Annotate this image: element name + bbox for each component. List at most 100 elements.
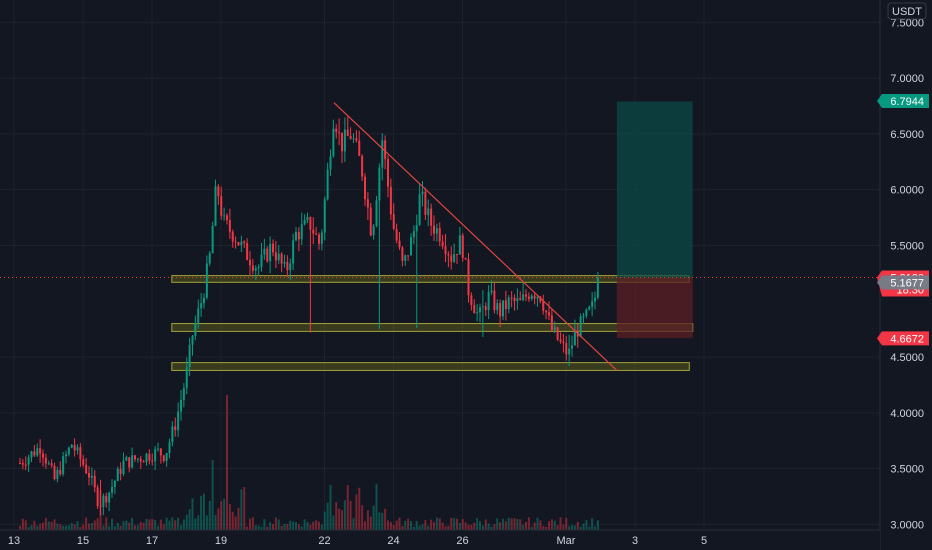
candle-body — [240, 241, 243, 246]
candle-body — [151, 460, 154, 462]
volume-bar — [375, 484, 378, 530]
volume-bar — [139, 521, 142, 530]
candle-body — [484, 306, 487, 311]
volume-bar — [200, 495, 203, 530]
candle-body — [251, 265, 254, 271]
volume-bar — [571, 524, 573, 530]
volume-bar — [473, 522, 476, 530]
volume-bar — [596, 520, 599, 530]
volume-bar — [476, 518, 479, 530]
volume-bar — [349, 500, 352, 530]
candle-body — [335, 128, 338, 133]
candle-body — [246, 243, 249, 261]
volume-bar — [53, 519, 56, 530]
volume-bar — [323, 511, 326, 530]
candle-body — [171, 426, 174, 443]
candle-body — [473, 305, 476, 314]
volume-bar — [343, 500, 346, 530]
volume-bar — [387, 520, 389, 530]
candle-body — [128, 457, 131, 468]
candle-body — [295, 232, 297, 241]
volume-bar — [113, 526, 116, 530]
trendline-drawing[interactable] — [333, 102, 618, 371]
volume-bar — [157, 526, 159, 530]
candle-body — [516, 298, 519, 302]
volume-bar — [203, 493, 205, 530]
volume-bar — [539, 520, 542, 530]
volume-bar — [369, 516, 372, 530]
time-axis[interactable] — [0, 530, 880, 550]
volume-bar — [171, 517, 174, 530]
price-tick-label: 5.5000 — [890, 240, 924, 252]
time-tick-label: 26 — [456, 535, 468, 547]
candle-body — [559, 339, 562, 342]
volume-bar — [33, 520, 36, 530]
volume-bar — [295, 522, 297, 530]
volume-bar — [134, 525, 136, 530]
candle-body — [591, 301, 594, 307]
volume-bar — [205, 515, 208, 530]
candle-body — [266, 248, 269, 262]
volume-bar — [418, 525, 421, 530]
candle-body — [286, 262, 289, 271]
candle-body — [433, 225, 435, 234]
volume-bar — [249, 518, 251, 530]
candle-body — [504, 300, 507, 310]
support-zone[interactable] — [171, 275, 690, 283]
volume-bar — [306, 522, 309, 530]
descending-trendline[interactable] — [333, 102, 618, 371]
volume-bar — [159, 519, 162, 530]
candle-body — [309, 217, 312, 230]
candle-body — [139, 458, 142, 462]
volume-bar — [292, 521, 295, 530]
volume-bar — [194, 518, 197, 530]
volume-bar — [228, 503, 231, 530]
volume-bar — [562, 524, 565, 530]
volume-bar — [240, 489, 243, 530]
candle-body — [280, 253, 283, 264]
volume-bar — [67, 525, 70, 530]
volume-bar — [257, 525, 260, 530]
candle-body — [90, 475, 93, 478]
volume-bar — [214, 514, 217, 530]
candle-body — [283, 262, 286, 264]
volume-bar — [412, 526, 415, 530]
candle-body — [519, 298, 522, 301]
candle-body — [447, 254, 450, 256]
volume-bar — [168, 520, 171, 530]
volume-bar — [266, 526, 269, 530]
volume-bar — [42, 522, 44, 530]
candle-body — [424, 191, 427, 215]
volume-bar — [579, 526, 582, 530]
volume-bars — [19, 395, 599, 530]
candle-body — [387, 158, 389, 187]
volume-bar — [519, 519, 522, 530]
candle-body — [277, 253, 280, 261]
volume-bar — [358, 487, 361, 530]
volume-bar — [36, 525, 39, 530]
candle-body — [168, 442, 171, 454]
volume-bar — [582, 523, 585, 530]
volume-bar — [269, 522, 272, 530]
candle-body — [203, 297, 205, 304]
loss-zone[interactable] — [616, 277, 693, 339]
candle-body — [441, 241, 444, 247]
long-position-tool[interactable] — [616, 101, 693, 339]
candle-body — [553, 327, 556, 331]
profit-zone[interactable] — [616, 101, 693, 278]
volume-bar — [65, 525, 67, 530]
candle-body — [36, 448, 39, 456]
volume-bar — [82, 524, 85, 530]
volume-bar — [444, 526, 447, 530]
candle-body — [116, 468, 119, 481]
candle-body — [562, 341, 565, 344]
candle-body — [369, 207, 372, 236]
volume-bar — [548, 521, 550, 530]
price-badge-bg — [877, 331, 929, 346]
support-zone[interactable] — [171, 362, 690, 371]
volume-bar — [470, 524, 473, 530]
candle-body — [596, 277, 599, 298]
time-tick-label: 15 — [77, 535, 89, 547]
support-zone[interactable] — [171, 323, 694, 332]
